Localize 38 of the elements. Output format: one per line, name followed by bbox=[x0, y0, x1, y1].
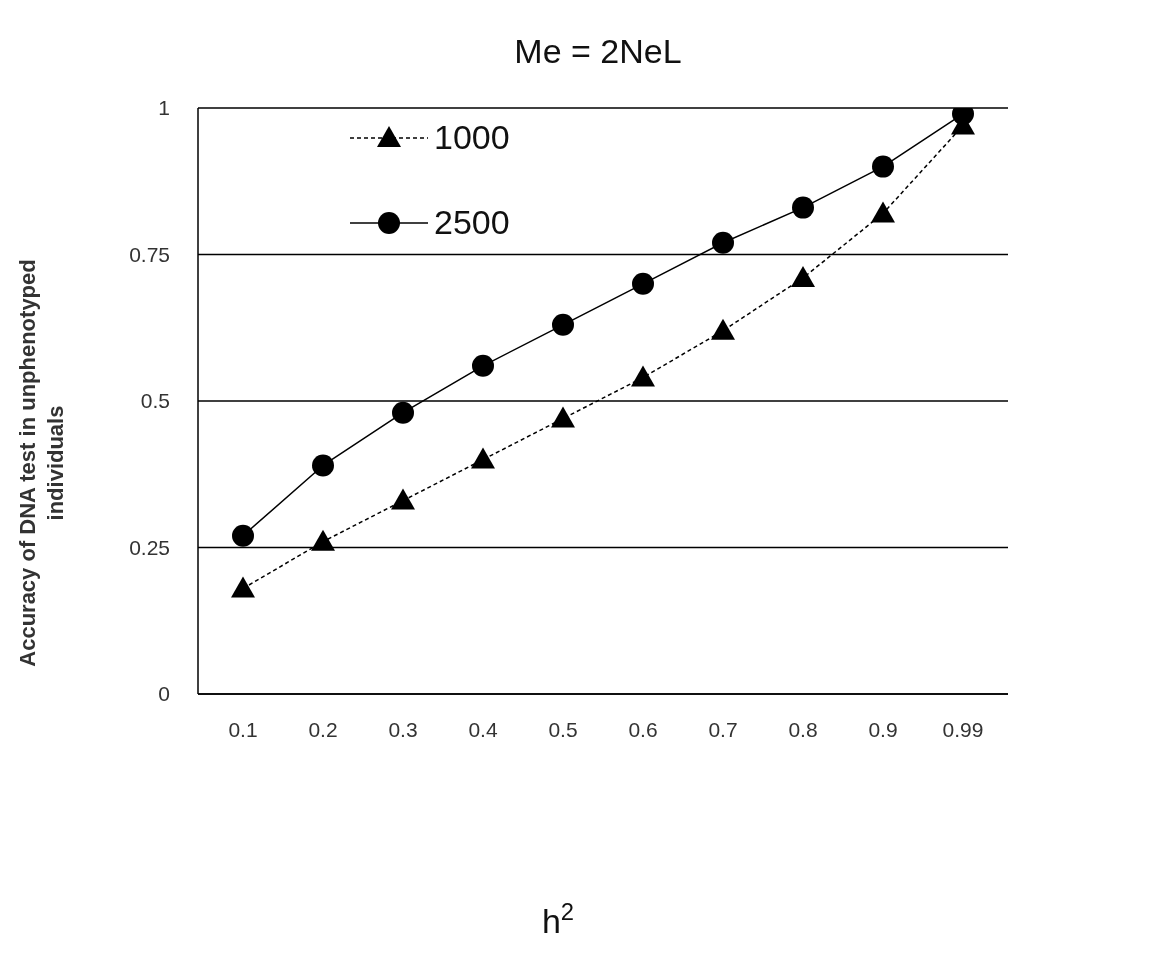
y-tick-label: 1 bbox=[158, 96, 170, 120]
point bbox=[631, 365, 655, 387]
x-tick-label: 0.4 bbox=[468, 717, 498, 741]
point bbox=[312, 454, 334, 477]
x-tick-label: 0.5 bbox=[548, 717, 578, 741]
x-tick-label: 0.9 bbox=[868, 717, 898, 741]
y-tick-label: 0 bbox=[158, 682, 170, 706]
x-tick-label: 0.2 bbox=[308, 717, 338, 741]
point bbox=[391, 488, 415, 510]
point bbox=[551, 406, 575, 428]
point bbox=[632, 272, 654, 295]
x-tick-label: 0.6 bbox=[628, 717, 658, 741]
point bbox=[311, 529, 335, 551]
point bbox=[711, 318, 735, 340]
point bbox=[792, 196, 814, 219]
x-axis-title: h$^{2}$ bbox=[541, 897, 575, 940]
point bbox=[552, 313, 574, 336]
x-tick-label: 0.3 bbox=[388, 717, 418, 741]
x-tick-label: 0.99 bbox=[942, 717, 984, 741]
y-axis-title: Accuracy of DNA test in unphenotyped individuals bbox=[15, 259, 68, 667]
y-tick-label: 0.75 bbox=[129, 242, 170, 266]
legend-label: 2500 bbox=[434, 203, 510, 242]
x-tick-label: 0.8 bbox=[788, 717, 818, 741]
point bbox=[871, 201, 895, 223]
point bbox=[232, 524, 254, 547]
y-tick-label: 0.5 bbox=[140, 389, 170, 413]
point bbox=[392, 401, 414, 424]
point bbox=[231, 576, 255, 598]
y-tick-label: 0.25 bbox=[129, 535, 170, 559]
x-tick-label: 0.1 bbox=[228, 717, 258, 741]
point bbox=[791, 265, 815, 287]
point bbox=[471, 447, 495, 469]
x-tick-label: 0.7 bbox=[708, 717, 738, 741]
point bbox=[712, 231, 734, 254]
point bbox=[472, 354, 494, 377]
chart-title: Me = 2NeL bbox=[514, 32, 682, 70]
point bbox=[872, 155, 894, 178]
legend-label: 1000 bbox=[434, 118, 510, 157]
